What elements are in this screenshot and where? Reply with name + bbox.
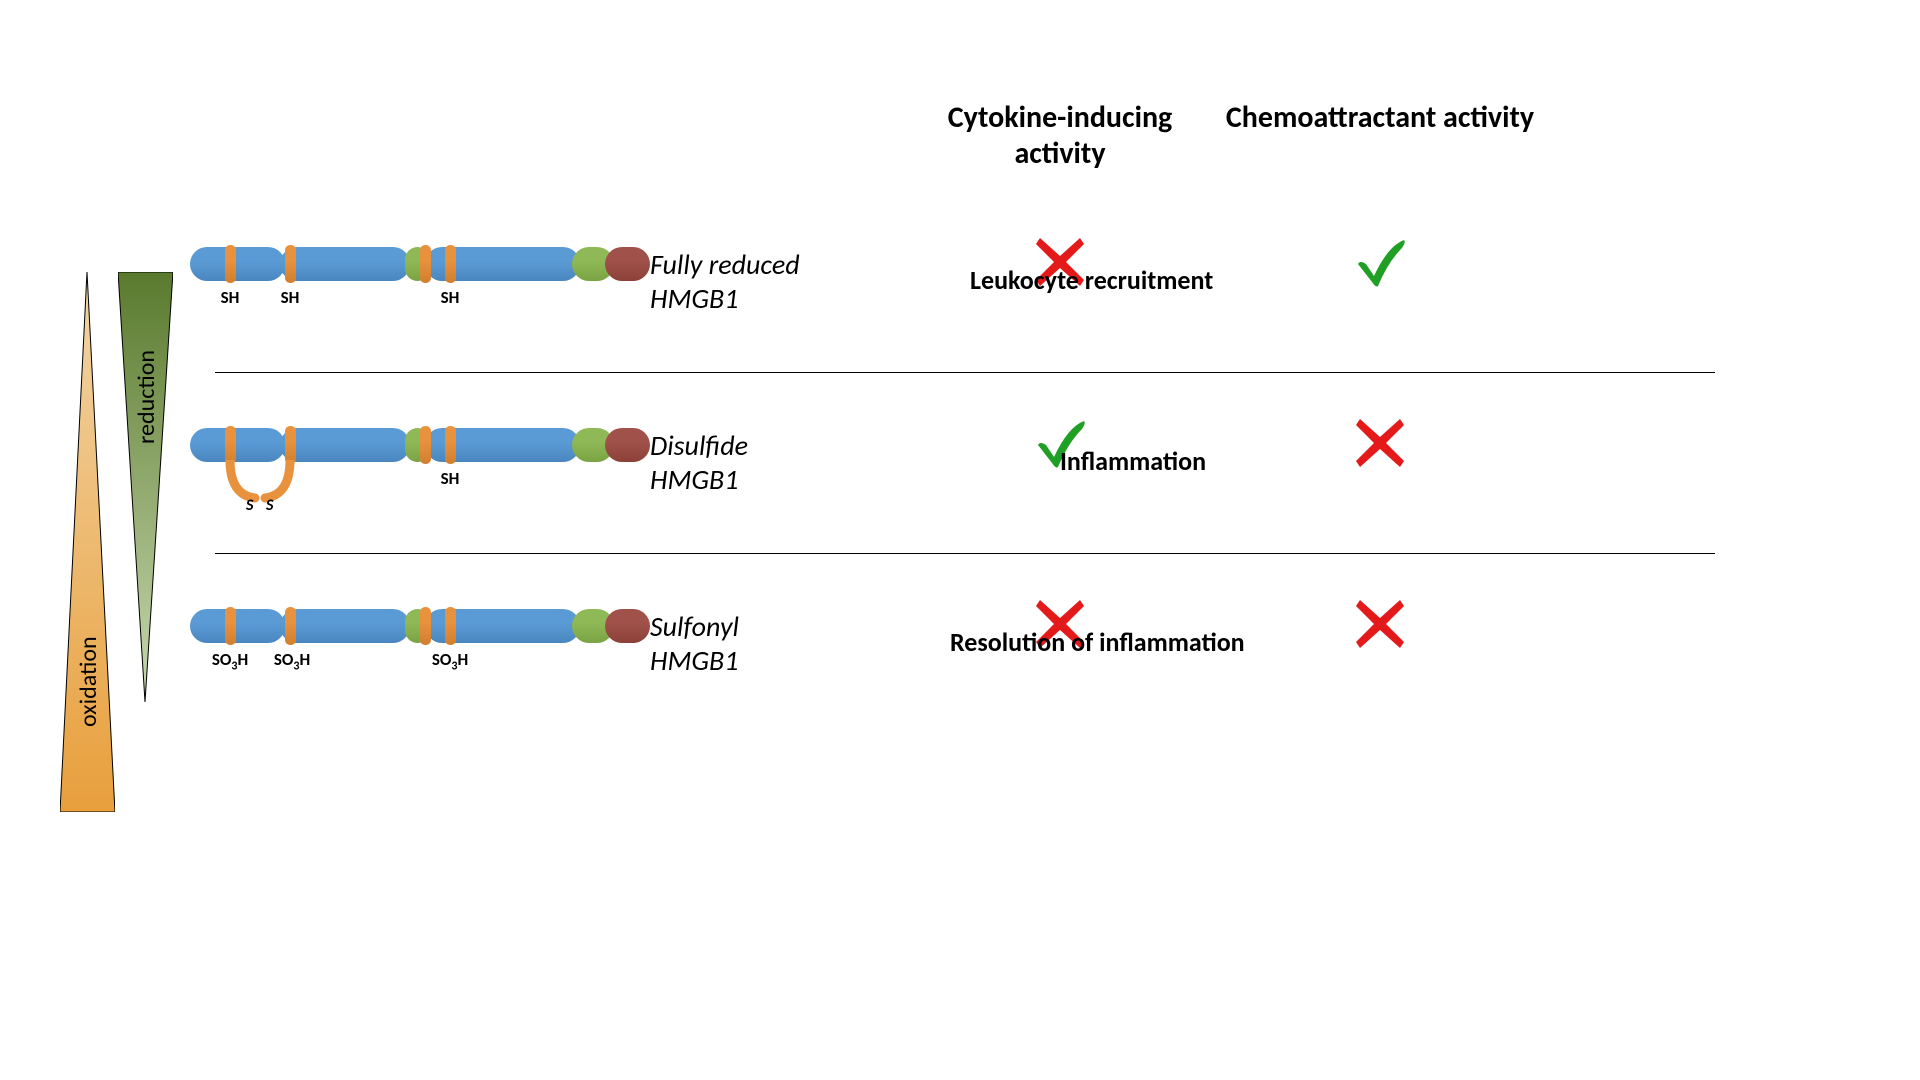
protein-segment bbox=[190, 428, 285, 462]
redox-triangles: oxidation reduction bbox=[60, 272, 180, 812]
protein-segment bbox=[190, 609, 285, 643]
protein-segment bbox=[190, 247, 285, 281]
hmgb1-row: SH SH SH Fully reducedHMGB1 Leukocyte recrui… bbox=[190, 192, 1860, 372]
cysteine-band bbox=[420, 245, 431, 283]
residue-tag: SH bbox=[425, 468, 475, 489]
check-icon bbox=[1350, 232, 1410, 292]
chemo-cell bbox=[1220, 227, 1540, 337]
header-cytokine: Cytokine-inducing activity bbox=[900, 100, 1220, 172]
protein-name: Fully reducedHMGB1 bbox=[650, 248, 900, 315]
protein-segment bbox=[280, 609, 410, 643]
chemo-cell bbox=[1220, 408, 1540, 518]
cysteine-band bbox=[285, 426, 296, 464]
hmgb1-row: SO3H SO3H SO3H SulfonylHMGB1 Resolution of i… bbox=[190, 554, 1860, 734]
cysteine-band bbox=[445, 426, 456, 464]
chemo-cell bbox=[1220, 589, 1540, 699]
protein-segment bbox=[605, 609, 650, 643]
reduction-label: reduction bbox=[132, 312, 161, 482]
hmgb1-row: SH SS DisulfideHMGB1 Inflammation bbox=[190, 373, 1860, 553]
disulfide-loop: SS bbox=[220, 460, 300, 515]
cysteine-band bbox=[225, 607, 236, 645]
protein-name: DisulfideHMGB1 bbox=[650, 429, 900, 496]
residue-tag: SH bbox=[425, 287, 475, 308]
cysteine-band bbox=[420, 426, 431, 464]
protein-cell: SH SS bbox=[190, 408, 650, 518]
cysteine-band bbox=[285, 607, 296, 645]
residue-tag: SO3H bbox=[205, 649, 255, 673]
protein-segment bbox=[280, 247, 410, 281]
protein-segment bbox=[605, 247, 650, 281]
residue-tag: SO3H bbox=[425, 649, 475, 673]
protein-segment bbox=[280, 428, 410, 462]
protein-name: SulfonylHMGB1 bbox=[650, 610, 900, 677]
rows-wrap: oxidation reduction SHSHSHFully reducedH… bbox=[190, 192, 1860, 734]
result-label: Leukocyte recruitment bbox=[970, 264, 1213, 296]
oxidation-label: oxidation bbox=[74, 592, 103, 772]
diagram-container: Cytokine-inducing activity Chemoattracta… bbox=[60, 100, 1860, 734]
residue-tag: SH bbox=[265, 287, 315, 308]
svg-text:S: S bbox=[265, 496, 274, 515]
cysteine-band bbox=[420, 607, 431, 645]
cross-icon bbox=[1350, 413, 1410, 473]
cysteine-band bbox=[285, 245, 296, 283]
protein-segment bbox=[605, 428, 650, 462]
cysteine-band bbox=[445, 245, 456, 283]
rows-host: SH SH SH Fully reducedHMGB1 Leukocyte recrui… bbox=[190, 192, 1860, 734]
header-spacer bbox=[60, 100, 900, 172]
svg-text:S: S bbox=[245, 496, 254, 515]
cysteine-band bbox=[225, 426, 236, 464]
protein-cell: SO3H SO3H SO3H bbox=[190, 589, 650, 699]
header-row: Cytokine-inducing activity Chemoattracta… bbox=[60, 100, 1860, 172]
protein-cell: SH SH SH bbox=[190, 227, 650, 337]
residue-tag: SH bbox=[205, 287, 255, 308]
cysteine-band bbox=[225, 245, 236, 283]
cross-icon bbox=[1350, 594, 1410, 654]
result-label: Resolution of inflammation bbox=[950, 626, 1245, 658]
header-chemo: Chemoattractant activity bbox=[1220, 100, 1540, 172]
cysteine-band bbox=[445, 607, 456, 645]
result-label: Inflammation bbox=[1060, 445, 1206, 477]
residue-tag: SO3H bbox=[267, 649, 317, 673]
